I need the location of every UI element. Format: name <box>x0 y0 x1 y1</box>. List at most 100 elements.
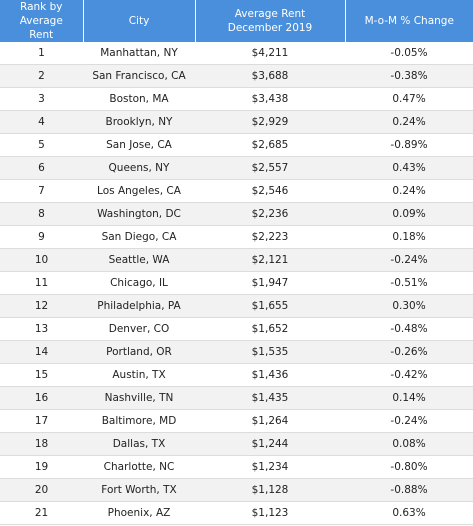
table-cell: 8 <box>0 202 83 226</box>
table-cell: 10 <box>0 248 83 272</box>
table-cell: $1,655 <box>195 294 345 318</box>
table-row: 1 Manhattan, NY $4,211 -0.05% <box>0 42 473 65</box>
table-cell: -0.89% <box>345 133 473 157</box>
table-cell: Baltimore, MD <box>83 409 195 433</box>
table-cell: $2,121 <box>195 248 345 272</box>
table-cell: 0.09% <box>345 202 473 226</box>
header-row: Rank by Average Rent City Average Rent Dec… <box>0 0 473 42</box>
table-cell: 17 <box>0 409 83 433</box>
table-cell: -0.26% <box>345 340 473 364</box>
table-row: 18 Dallas, TX $1,244 0.08% <box>0 432 473 456</box>
table-cell: $1,652 <box>195 317 345 341</box>
table-cell: 0.18% <box>345 225 473 249</box>
table-cell: Philadelphia, PA <box>83 294 195 318</box>
table-cell: 0.14% <box>345 386 473 410</box>
table-row: 6 Queens, NY $2,557 0.43% <box>0 156 473 180</box>
table-row: 2 San Francisco, CA $3,688 -0.38% <box>0 64 473 88</box>
table-row: 15 Austin, TX $1,436 -0.42% <box>0 363 473 387</box>
table-cell: -0.80% <box>345 455 473 479</box>
table-row: 11 Chicago, IL $1,947 -0.51% <box>0 271 473 295</box>
table-cell: 0.08% <box>345 432 473 456</box>
table-cell: Washington, DC <box>83 202 195 226</box>
table-cell: Seattle, WA <box>83 248 195 272</box>
table-cell: $1,947 <box>195 271 345 295</box>
table-cell: 18 <box>0 432 83 456</box>
header-cell: Average Rent December 2019 <box>195 0 346 42</box>
table-cell: -0.51% <box>345 271 473 295</box>
table-cell: 13 <box>0 317 83 341</box>
table-cell: Denver, CO <box>83 317 195 341</box>
table-cell: 2 <box>0 64 83 88</box>
table-cell: $3,438 <box>195 87 345 111</box>
table-cell: -0.48% <box>345 317 473 341</box>
table-cell: 21 <box>0 501 83 525</box>
table-cell: 9 <box>0 225 83 249</box>
header-cell: M-o-M % Change <box>345 0 473 42</box>
table-cell: 0.47% <box>345 87 473 111</box>
table-row: 9 San Diego, CA $2,223 0.18% <box>0 225 473 249</box>
table-row: 4 Brooklyn, NY $2,929 0.24% <box>0 110 473 134</box>
table-cell: 0.30% <box>345 294 473 318</box>
table-cell: $1,535 <box>195 340 345 364</box>
table-cell: 0.43% <box>345 156 473 180</box>
table-cell: 3 <box>0 87 83 111</box>
table-cell: 0.24% <box>345 179 473 203</box>
table-cell: Dallas, TX <box>83 432 195 456</box>
table-cell: $1,244 <box>195 432 345 456</box>
table-row: 5 San Jose, CA $2,685 -0.89% <box>0 133 473 157</box>
table-cell: Portland, OR <box>83 340 195 364</box>
table-cell: $4,211 <box>195 42 345 65</box>
table-cell: 19 <box>0 455 83 479</box>
table-cell: 4 <box>0 110 83 134</box>
table-cell: Fort Worth, TX <box>83 478 195 502</box>
table-cell: $2,929 <box>195 110 345 134</box>
table-cell: Manhattan, NY <box>83 42 195 65</box>
table-cell: -0.24% <box>345 409 473 433</box>
table-row: 13 Denver, CO $1,652 -0.48% <box>0 317 473 341</box>
table-cell: Phoenix, AZ <box>83 501 195 525</box>
table-cell: 0.24% <box>345 110 473 134</box>
table-cell: $1,264 <box>195 409 345 433</box>
table-cell: -0.24% <box>345 248 473 272</box>
table-cell: Austin, TX <box>83 363 195 387</box>
table-cell: San Diego, CA <box>83 225 195 249</box>
table-cell: $3,688 <box>195 64 345 88</box>
table-row: 7 Los Angeles, CA $2,546 0.24% <box>0 179 473 203</box>
table-cell: $2,557 <box>195 156 345 180</box>
table-cell: Chicago, IL <box>83 271 195 295</box>
table-row: 19 Charlotte, NC $1,234 -0.80% <box>0 455 473 479</box>
table-row: 17 Baltimore, MD $1,264 -0.24% <box>0 409 473 433</box>
table-cell: San Francisco, CA <box>83 64 195 88</box>
table-row: 20 Fort Worth, TX $1,128 -0.88% <box>0 478 473 502</box>
table-cell: -0.88% <box>345 478 473 502</box>
table-cell: $1,435 <box>195 386 345 410</box>
table-cell: -0.38% <box>345 64 473 88</box>
table-header: Rank by Average Rent City Average Rent Dec… <box>0 0 473 42</box>
table-cell: $2,236 <box>195 202 345 226</box>
table-cell: -0.42% <box>345 363 473 387</box>
table-cell: Queens, NY <box>83 156 195 180</box>
table-row: 10 Seattle, WA $2,121 -0.24% <box>0 248 473 272</box>
table-cell: $1,436 <box>195 363 345 387</box>
table-cell: 20 <box>0 478 83 502</box>
table-cell: $1,123 <box>195 501 345 525</box>
header-cell: City <box>83 0 196 42</box>
table-row: 8 Washington, DC $2,236 0.09% <box>0 202 473 226</box>
table-row: 21 Phoenix, AZ $1,123 0.63% <box>0 501 473 525</box>
table-cell: Brooklyn, NY <box>83 110 195 134</box>
table-cell: 6 <box>0 156 83 180</box>
table-cell: $1,234 <box>195 455 345 479</box>
table-cell: 16 <box>0 386 83 410</box>
table-row: 14 Portland, OR $1,535 -0.26% <box>0 340 473 364</box>
table-cell: 15 <box>0 363 83 387</box>
table-cell: $2,546 <box>195 179 345 203</box>
table-cell: $2,223 <box>195 225 345 249</box>
table-cell: Boston, MA <box>83 87 195 111</box>
table-row: 12 Philadelphia, PA $1,655 0.30% <box>0 294 473 318</box>
table-row: 3 Boston, MA $3,438 0.47% <box>0 87 473 111</box>
table-cell: $1,128 <box>195 478 345 502</box>
table-cell: 12 <box>0 294 83 318</box>
table-cell: 5 <box>0 133 83 157</box>
table-row: 16 Nashville, TN $1,435 0.14% <box>0 386 473 410</box>
